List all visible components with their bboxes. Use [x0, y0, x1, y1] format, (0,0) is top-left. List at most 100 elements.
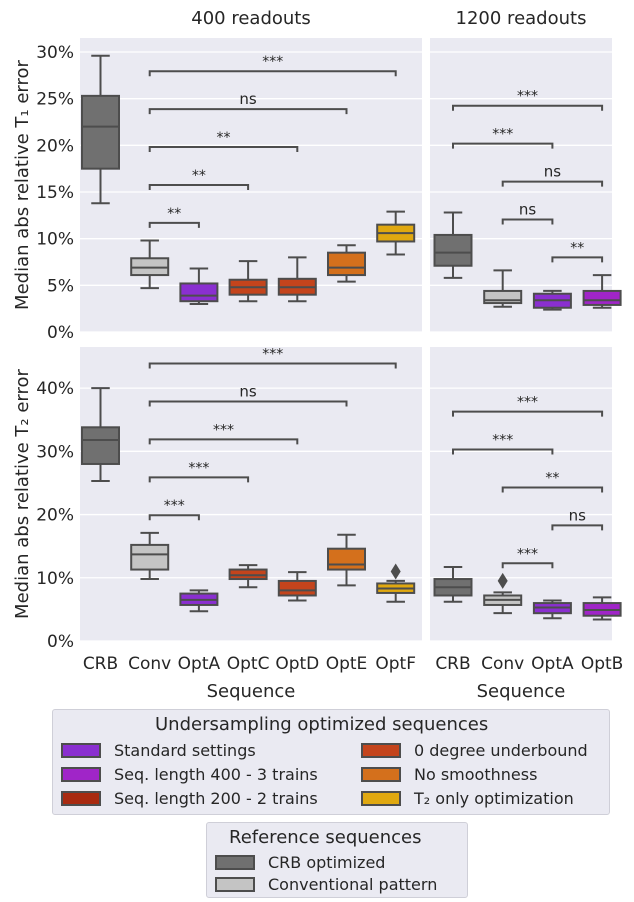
significance-label: ns [239, 382, 257, 400]
x-tick-label: OptC [227, 654, 270, 674]
outlier-point [497, 572, 508, 589]
y-tick-label: 20% [36, 136, 74, 156]
significance-label: ** [570, 240, 584, 256]
legend-item: Conventional pattern [215, 873, 437, 895]
significance-label: *** [262, 54, 283, 70]
plot-background [80, 347, 422, 641]
significance-bracket [148, 70, 397, 77]
y-tick-label: 10% [36, 230, 74, 250]
y-tick-label: 15% [36, 183, 74, 203]
significance-bracket [501, 218, 554, 225]
significance-bracket [551, 524, 604, 531]
y-tick-label: 40% [36, 379, 74, 399]
x-tick-label: CRB [83, 654, 118, 674]
x-tick-label: Conv [481, 654, 524, 674]
x-tick-label: CRB [435, 654, 470, 674]
legend-swatch [361, 766, 401, 782]
y-tick-label: 30% [36, 43, 74, 63]
legend-item: Seq. length 400 - 3 trains [61, 763, 318, 785]
legend-reference: Reference sequences CRB optimized Conven… [206, 822, 468, 898]
significance-label: *** [517, 546, 538, 562]
y-axis-label: Median abs relative T₂ error [12, 368, 33, 618]
legend-item: T₂ only optimization [361, 787, 574, 809]
x-tick-label: OptB [581, 654, 624, 674]
legend-label: No smoothness [414, 764, 538, 784]
significance-label: *** [492, 433, 513, 449]
y-tick-label: 30% [36, 442, 74, 462]
significance-bracket [452, 410, 604, 417]
significance-bracket [452, 448, 554, 455]
y-tick-label: 20% [36, 506, 74, 526]
box-crb [81, 426, 120, 465]
legend-swatch [215, 854, 255, 870]
significance-label: *** [213, 422, 234, 438]
significance-label: *** [262, 347, 283, 363]
x-tick-label: OptA [531, 654, 574, 674]
legend-optimized: Undersampling optimized sequences Standa… [52, 709, 610, 815]
x-tick-label: OptA [178, 654, 221, 674]
significance-bracket [148, 514, 200, 521]
significance-bracket [501, 180, 604, 187]
y-tick-label: 10% [36, 569, 74, 589]
significance-label: ns [239, 90, 257, 108]
significance-bracket [148, 476, 250, 483]
legend-label: Seq. length 200 - 2 trains [114, 788, 318, 808]
legend-label: Standard settings [114, 740, 256, 760]
significance-label: *** [517, 395, 538, 411]
significance-label: ** [545, 470, 559, 486]
significance-bracket [501, 562, 554, 569]
y-axis-label: Median abs relative T₁ error [12, 59, 33, 309]
legend-item: CRB optimized [215, 851, 385, 873]
box-opta [179, 282, 219, 303]
x-tick-label: Conv [128, 654, 171, 674]
significance-label: ns [544, 163, 562, 181]
significance-label: ** [192, 168, 206, 184]
significance-bracket [148, 438, 299, 445]
significance-bracket [452, 104, 604, 111]
y-tick-label: 0% [47, 323, 74, 343]
legend-label: T₂ only optimization [414, 788, 574, 808]
legend-item: Standard settings [61, 739, 256, 761]
box-crb [81, 94, 120, 170]
significance-bracket [148, 400, 348, 407]
box-crb [433, 233, 473, 267]
significance-bracket [148, 221, 200, 228]
outlier-point [390, 563, 401, 580]
significance-label: *** [164, 498, 185, 514]
y-tick-label: 25% [36, 90, 74, 110]
legend-label: 0 degree underbound [414, 740, 588, 760]
legend-item: 0 degree underbound [361, 739, 588, 761]
x-axis-label: Sequence [207, 681, 296, 702]
box-optd [277, 579, 317, 597]
legend-swatch [361, 790, 401, 806]
legend-item: No smoothness [361, 763, 537, 785]
significance-label: ** [167, 206, 181, 222]
x-tick-label: OptD [275, 654, 319, 674]
significance-label: *** [492, 127, 513, 143]
legend-label: Conventional pattern [268, 874, 438, 894]
legend-swatch [61, 742, 101, 758]
significance-bracket [148, 108, 348, 115]
box-conv [130, 543, 170, 571]
y-tick-label: 5% [47, 276, 74, 296]
box-opte [327, 251, 366, 277]
significance-label: ** [217, 130, 231, 146]
panel-title: 400 readouts [191, 8, 310, 29]
plot-background [430, 38, 612, 332]
box-optb [582, 289, 622, 306]
x-tick-label: OptF [375, 654, 416, 674]
significance-bracket [501, 486, 604, 493]
legend-swatch [361, 742, 401, 758]
y-tick-label: 0% [47, 632, 74, 652]
legend-swatch [215, 876, 255, 892]
significance-bracket [148, 362, 397, 369]
significance-bracket [148, 146, 299, 153]
significance-bracket [551, 256, 604, 263]
significance-bracket [452, 142, 554, 149]
significance-label: ns [519, 201, 537, 219]
significance-label: *** [188, 460, 209, 476]
legend-label: CRB optimized [268, 852, 386, 872]
x-tick-label: OptE [326, 654, 368, 674]
legend-optimized-title: Undersampling optimized sequences [155, 714, 489, 735]
